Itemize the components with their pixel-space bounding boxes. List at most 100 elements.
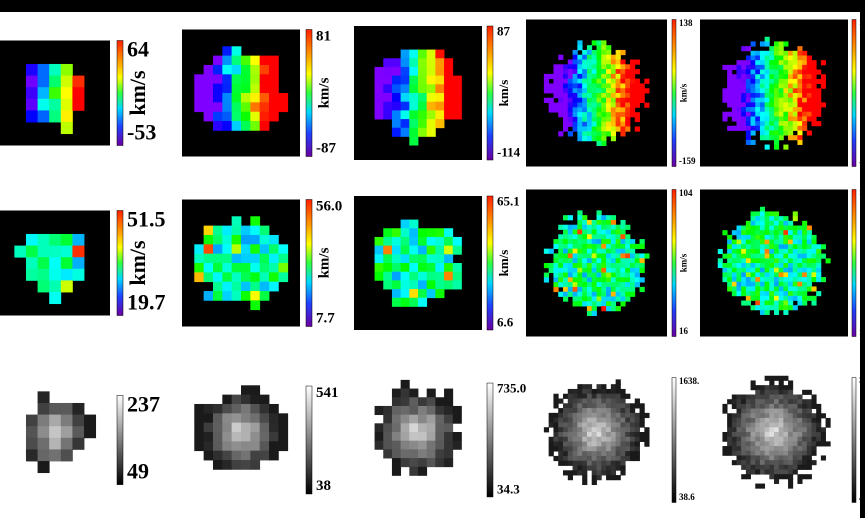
pixel — [601, 140, 607, 147]
pixel — [400, 280, 410, 290]
pixel — [231, 441, 242, 452]
pixel — [194, 403, 205, 414]
pixel — [788, 93, 794, 99]
pixel — [727, 64, 733, 70]
pixel — [792, 50, 798, 56]
pixel — [567, 248, 573, 254]
pixel — [727, 272, 733, 278]
pixel — [788, 399, 794, 405]
pixel — [582, 97, 588, 103]
pixel — [741, 399, 747, 405]
pixel — [591, 301, 597, 307]
pixel — [769, 74, 775, 80]
pixel — [586, 107, 593, 113]
pixel — [231, 432, 242, 442]
pixel — [567, 451, 573, 457]
pixel — [755, 69, 761, 75]
pixel — [778, 427, 784, 433]
pixel — [606, 93, 612, 99]
pixel — [435, 449, 445, 459]
pixel — [444, 405, 454, 416]
pixel — [625, 253, 631, 259]
pixel — [567, 277, 573, 283]
pixel — [820, 60, 826, 66]
pixel — [774, 460, 780, 466]
pixel — [572, 78, 578, 84]
pixel — [769, 267, 775, 273]
pixel — [250, 403, 261, 414]
pixel — [37, 391, 50, 404]
pixel — [620, 253, 626, 259]
pixel — [72, 87, 85, 100]
pixel — [788, 225, 794, 231]
pixel — [792, 102, 798, 108]
pixel — [639, 93, 645, 99]
pixel — [391, 271, 402, 281]
pixel — [241, 253, 251, 264]
pixel — [591, 408, 597, 414]
pixel — [634, 258, 640, 264]
pixel — [596, 210, 602, 216]
pixel — [750, 230, 756, 236]
pixel — [783, 300, 789, 306]
pixel — [606, 272, 612, 278]
pixel — [567, 73, 573, 80]
pixel — [811, 93, 817, 99]
pixel — [596, 253, 602, 259]
pixel — [764, 455, 770, 461]
pixel — [620, 112, 626, 118]
pixel — [606, 116, 612, 123]
pixel — [778, 60, 784, 66]
pixel — [774, 295, 780, 301]
pixel — [788, 102, 794, 108]
pixel — [60, 110, 73, 123]
pixel — [806, 83, 812, 89]
pixel — [543, 277, 550, 283]
pixel — [558, 69, 564, 75]
pixel — [610, 286, 617, 293]
pixel — [625, 282, 631, 288]
pixel — [418, 254, 428, 264]
pixel — [788, 305, 794, 311]
pixel — [727, 74, 733, 80]
pixel — [764, 399, 770, 405]
pixel — [783, 144, 789, 150]
pixel — [774, 399, 780, 405]
pixel — [444, 432, 454, 442]
pixel — [759, 216, 766, 222]
pixel — [745, 281, 751, 287]
pixel — [727, 69, 733, 75]
pixel — [722, 267, 728, 273]
pixel — [194, 272, 205, 283]
pixel — [37, 257, 50, 270]
pixel — [811, 450, 817, 456]
pixel — [601, 219, 607, 226]
pixel — [250, 272, 261, 283]
pixel — [596, 73, 602, 80]
pixel — [774, 230, 780, 236]
pixel — [778, 408, 784, 414]
pixel — [586, 49, 593, 56]
pixel — [259, 422, 270, 433]
pixel — [731, 64, 737, 70]
pixel — [802, 267, 808, 273]
pixel — [212, 281, 223, 292]
pixel — [750, 394, 756, 400]
pixel — [49, 449, 62, 462]
pixel — [755, 436, 761, 442]
pixel — [764, 417, 770, 424]
pixel — [792, 427, 798, 433]
pixel — [750, 469, 756, 475]
pixel — [563, 282, 569, 288]
pixel — [435, 110, 445, 120]
pixel — [802, 446, 808, 452]
pixel — [731, 422, 737, 428]
pixel — [629, 258, 636, 264]
pixel — [741, 263, 747, 269]
pixel — [596, 301, 602, 307]
pixel — [797, 403, 803, 409]
pixel — [769, 281, 775, 287]
pixel — [797, 116, 803, 122]
pixel — [582, 121, 588, 127]
pixel — [250, 234, 261, 245]
